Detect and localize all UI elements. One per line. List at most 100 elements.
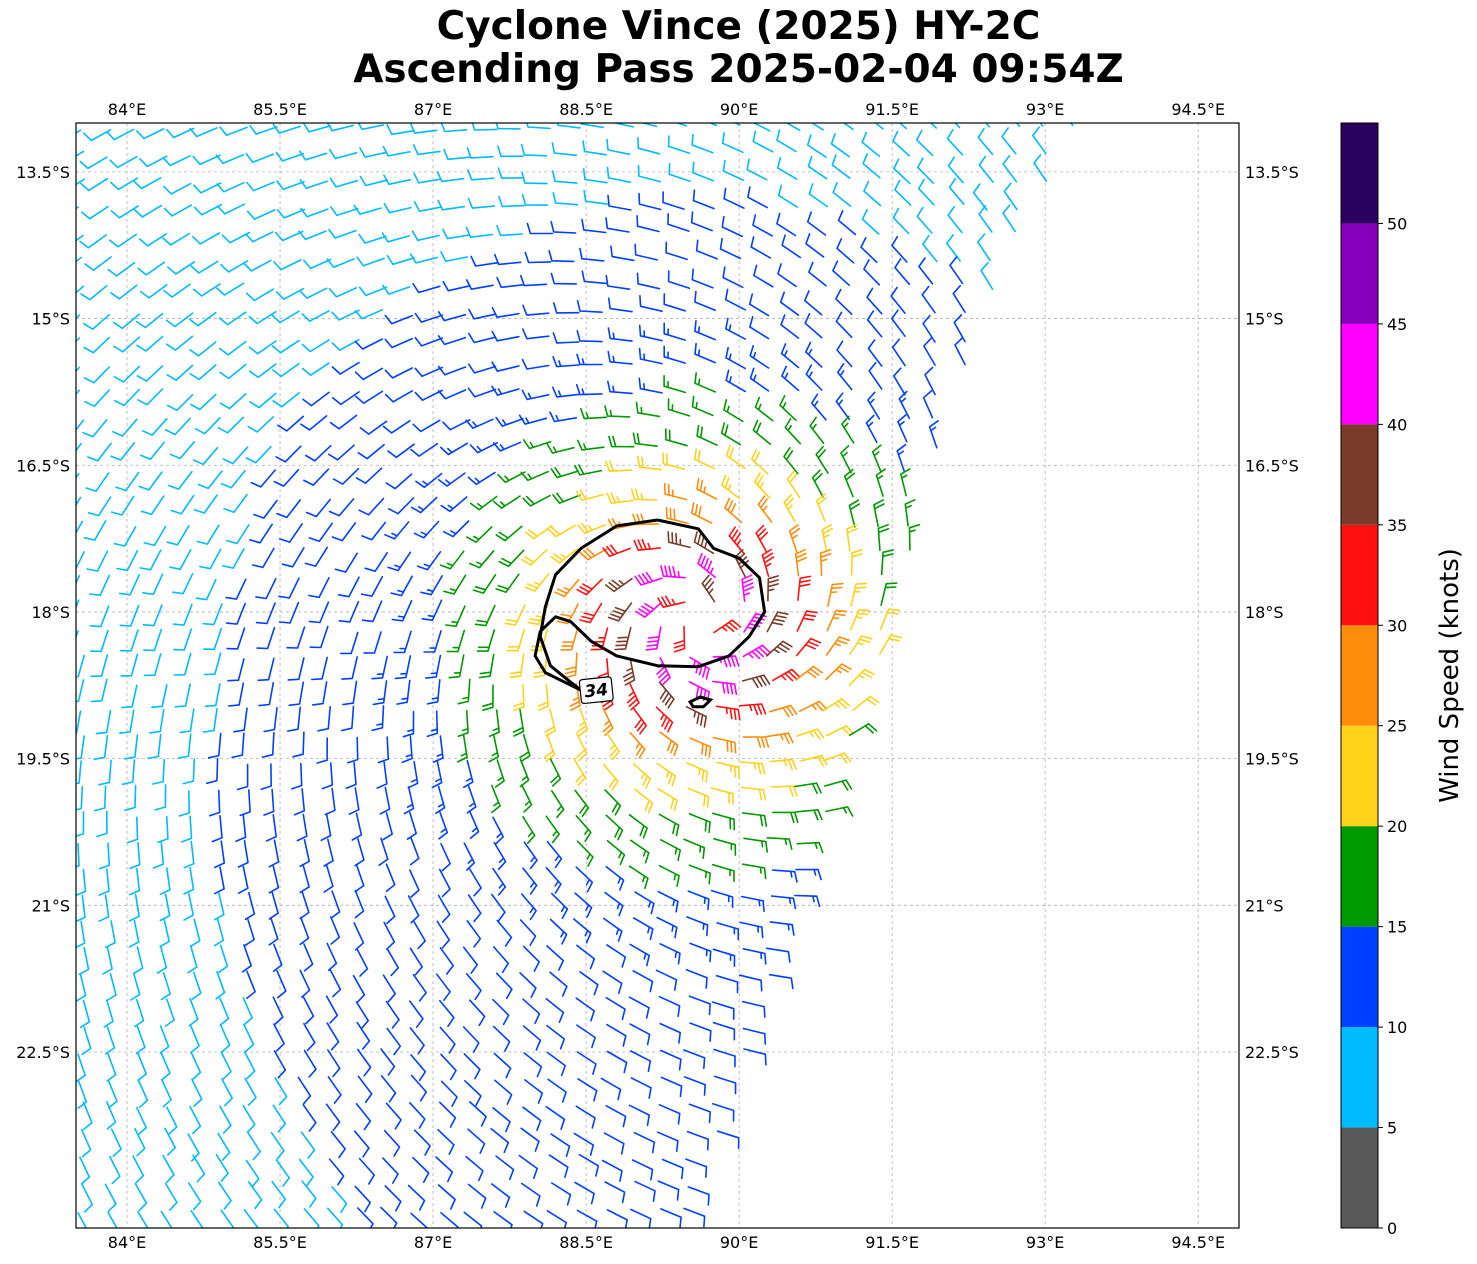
colorbar-bin <box>1341 1127 1378 1228</box>
wind-barb <box>203 652 222 676</box>
wind-barb <box>795 809 823 821</box>
wind-barb <box>606 1209 628 1228</box>
wind-barb <box>891 309 906 337</box>
wind-barb <box>522 494 551 507</box>
wind-barb <box>464 1080 482 1107</box>
wind-barb <box>524 525 553 540</box>
wind-barb <box>255 577 277 600</box>
wind-barb <box>832 182 852 207</box>
wind-barb <box>302 1104 317 1132</box>
wind-barb <box>425 654 442 679</box>
wind-barb <box>249 523 273 544</box>
wind-barb <box>634 788 654 814</box>
wind-barb <box>574 789 590 818</box>
wind-barb <box>474 604 496 627</box>
wind-barb <box>272 1104 287 1133</box>
wind-barb <box>569 683 581 711</box>
wind-barb <box>519 919 537 946</box>
wind-barb <box>849 608 871 631</box>
wind-barb <box>575 997 595 1022</box>
wind-barb <box>546 1051 566 1077</box>
wind-barb <box>403 786 415 815</box>
wind-barb <box>298 150 328 161</box>
wind-barb <box>278 601 300 624</box>
wind-barb <box>243 259 272 272</box>
wind-barb <box>743 1048 767 1066</box>
wind-barb <box>386 124 415 136</box>
wind-barb <box>249 363 277 379</box>
wind-barb <box>579 547 608 561</box>
wind-barb <box>386 948 400 977</box>
wind-barb <box>550 466 579 479</box>
wind-barb <box>218 944 229 974</box>
wind-barb <box>879 634 902 655</box>
wind-barb <box>220 260 249 273</box>
wind-barb <box>922 234 938 263</box>
wind-barb <box>1001 127 1017 155</box>
wind-barb <box>272 123 301 134</box>
wind-barb <box>192 1154 206 1183</box>
wind-barb <box>352 974 366 1004</box>
wind-barb <box>825 806 854 817</box>
wind-barb <box>463 1053 481 1080</box>
wind-barb <box>183 866 195 895</box>
wind-barb <box>495 972 513 1000</box>
wind-barb <box>121 684 138 709</box>
wind-barb <box>286 626 306 649</box>
map-title-line-1: Cyclone Vince (2025) HY-2C <box>436 4 1041 49</box>
wind-barb <box>219 1105 232 1134</box>
wind-barb <box>437 1128 455 1155</box>
wind-barb <box>471 123 498 131</box>
wind-barb <box>713 1048 736 1068</box>
wind-barb <box>387 551 412 572</box>
wind-barb <box>576 353 603 366</box>
wind-barb <box>949 256 964 285</box>
wind-barb <box>522 304 550 316</box>
wind-barb <box>222 548 245 569</box>
wind-barb <box>608 435 635 448</box>
wind-barb <box>409 1000 424 1028</box>
lat-tick-label-left: 21°S <box>31 896 70 915</box>
wind-barb <box>660 1208 682 1228</box>
wind-barb <box>576 944 596 970</box>
wind-barb <box>440 1053 457 1081</box>
wind-barb <box>524 1079 544 1104</box>
wind-barb <box>170 494 195 515</box>
wind-barb <box>275 1159 291 1187</box>
wind-barb <box>305 498 331 518</box>
wind-barb <box>549 758 562 787</box>
wind-barb <box>356 948 369 977</box>
wind-barb <box>293 788 306 816</box>
wind-barb <box>182 758 196 785</box>
wind-barb <box>602 707 614 736</box>
wind-barb <box>918 178 935 206</box>
wind-barb <box>465 418 494 429</box>
wind-barb <box>635 401 661 418</box>
wind-barb <box>133 204 163 218</box>
wind-barb <box>301 362 330 376</box>
wind-barb <box>437 335 467 346</box>
wind-barb <box>780 314 800 339</box>
wind-barb <box>76 1053 86 1083</box>
wind-barb <box>850 549 863 576</box>
wind-barb <box>76 472 80 480</box>
wind-barb <box>494 1079 513 1105</box>
wind-barb <box>189 127 218 138</box>
wind-barb <box>384 314 413 325</box>
wind-barb <box>467 197 496 209</box>
lon-tick-label-top: 91.5°E <box>865 100 919 119</box>
wind-barb <box>917 157 934 184</box>
wind-barb <box>611 123 634 128</box>
wind-barb <box>268 839 280 868</box>
wind-barb <box>163 283 191 298</box>
wind-barb <box>694 342 716 364</box>
wind-barb <box>686 762 709 783</box>
wind-barb <box>76 496 82 507</box>
wind-barb <box>299 890 310 920</box>
colorbar-bin <box>1341 725 1378 827</box>
wind-barb <box>633 763 652 789</box>
wind-barb <box>248 1181 263 1209</box>
wind-barb <box>675 123 688 127</box>
wind-barb <box>769 758 797 771</box>
wind-barb <box>467 387 497 398</box>
